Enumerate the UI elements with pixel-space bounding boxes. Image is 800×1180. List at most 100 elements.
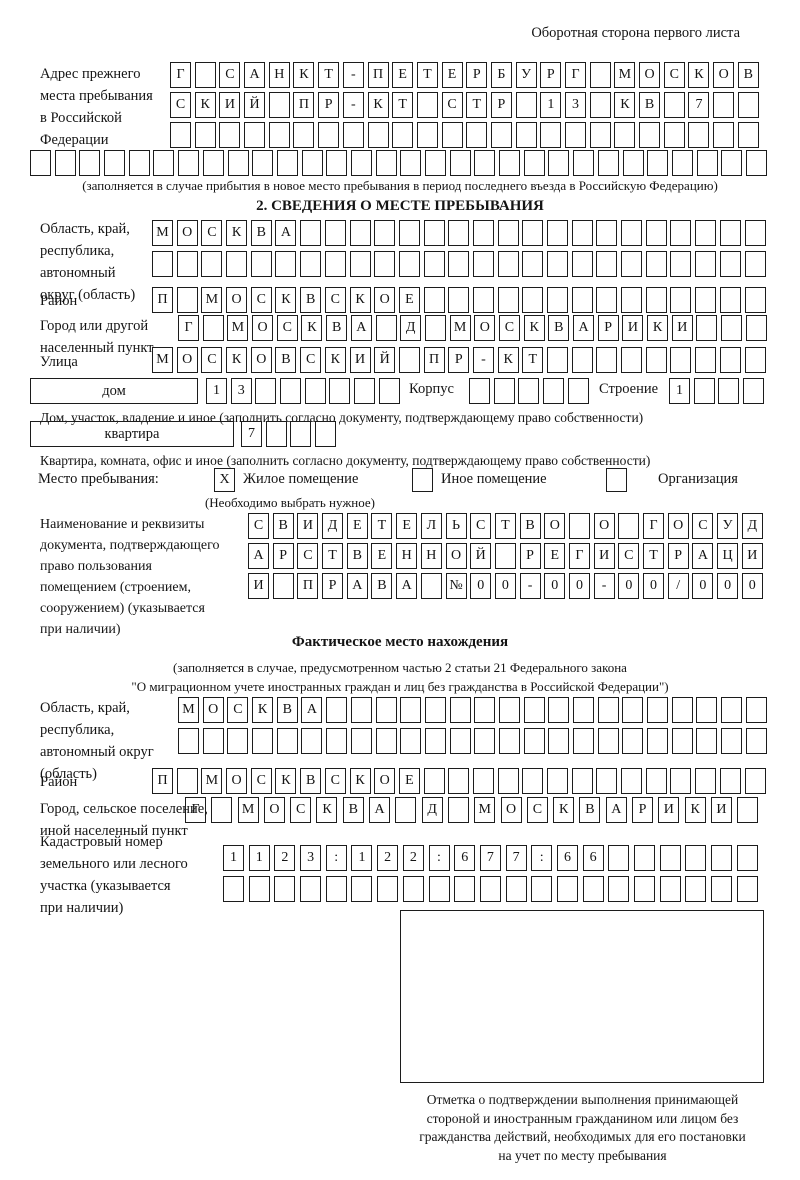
char-cell: 0 <box>692 573 714 599</box>
kvartira-cells: 7 <box>241 421 337 447</box>
char-cell <box>374 251 396 277</box>
char-cell: В <box>272 513 294 539</box>
char-cell: С <box>526 797 548 823</box>
char-cell: К <box>194 92 216 118</box>
section2-heading: 2. СВЕДЕНИЯ О МЕСТЕ ПРЕБЫВАНИЯ <box>256 198 544 214</box>
char-cell <box>301 728 323 754</box>
char-cell <box>350 697 372 723</box>
char-cell: К <box>614 92 636 118</box>
char-cell: У <box>515 62 537 88</box>
char-cell: К <box>349 287 371 313</box>
char-cell <box>441 122 463 148</box>
char-cell <box>104 150 126 176</box>
kvartira-note: Квартира, комната, офис и иное (заполнит… <box>40 453 651 468</box>
char-cell <box>695 347 717 373</box>
char-cell: Г <box>170 62 191 88</box>
char-cell: С <box>324 768 346 794</box>
char-cell: Й <box>470 543 492 569</box>
char-cell <box>318 122 340 148</box>
char-cell: А <box>573 315 594 341</box>
char-cell: П <box>293 92 315 118</box>
char-cell <box>589 122 611 148</box>
char-cell <box>304 378 326 404</box>
char-cell: Р <box>272 543 294 569</box>
char-cell: Т <box>416 62 438 88</box>
char-cell <box>670 347 692 373</box>
char-cell <box>349 251 371 277</box>
char-cell: К <box>688 62 710 88</box>
char-cell: Е <box>544 543 566 569</box>
char-cell: Г <box>178 315 199 341</box>
char-cell <box>324 220 346 246</box>
char-cell: О <box>252 315 274 341</box>
char-cell: О <box>226 768 248 794</box>
char-cell: В <box>371 573 393 599</box>
char-cell <box>571 251 593 277</box>
char-cell <box>547 251 568 277</box>
char-cell <box>378 378 400 404</box>
mesto-note: (Необходимо выбрать нужное) <box>204 495 376 510</box>
char-cell: В <box>326 315 348 341</box>
char-cell <box>597 728 619 754</box>
prev-address-row-3 <box>170 122 759 148</box>
char-cell: А <box>248 543 269 569</box>
char-cell: 1 <box>223 845 244 871</box>
char-cell: С <box>201 220 223 246</box>
char-cell <box>745 697 767 723</box>
char-cell <box>596 287 618 313</box>
char-cell <box>449 728 471 754</box>
char-cell <box>744 251 766 277</box>
char-cell <box>176 251 198 277</box>
char-cell: И <box>658 797 680 823</box>
char-cell <box>423 220 445 246</box>
char-cell <box>490 122 512 148</box>
char-cell: Г <box>565 62 586 88</box>
char-cell: С <box>297 543 319 569</box>
char-cell: В <box>639 92 661 118</box>
char-cell <box>223 876 244 902</box>
char-cell: А <box>350 315 372 341</box>
char-cell <box>497 768 519 794</box>
char-cell: С <box>170 92 191 118</box>
char-cell: Е <box>346 513 368 539</box>
char-cell <box>608 845 630 871</box>
char-cell <box>670 287 692 313</box>
kvartira-field-label: квартира <box>30 421 234 447</box>
char-cell <box>449 150 471 176</box>
char-cell <box>634 845 655 871</box>
char-cell: В <box>300 768 322 794</box>
corner-note: Оборотная сторона первого листа <box>531 25 740 41</box>
char-cell <box>178 728 199 754</box>
char-cell <box>671 728 693 754</box>
char-cell <box>547 287 568 313</box>
char-cell <box>301 150 323 176</box>
char-cell: П <box>152 287 173 313</box>
char-cell <box>448 251 470 277</box>
char-cell: П <box>367 62 389 88</box>
char-cell <box>493 378 515 404</box>
char-cell <box>374 220 396 246</box>
char-cell: К <box>275 768 297 794</box>
char-cell <box>219 122 241 148</box>
prev-address-label: Адрес прежнего места пребывания в Россий… <box>40 66 153 148</box>
char-cell <box>547 347 568 373</box>
factual-oblast-row-2 <box>178 728 767 754</box>
char-cell <box>128 150 150 176</box>
char-cell <box>685 876 707 902</box>
char-cell: Т <box>392 92 414 118</box>
char-cell <box>400 697 422 723</box>
char-cell <box>573 697 594 723</box>
char-cell: 0 <box>470 573 492 599</box>
char-cell <box>548 728 570 754</box>
char-cell: С <box>618 543 640 569</box>
char-cell: Ц <box>717 543 739 569</box>
char-cell: П <box>152 768 173 794</box>
char-cell: Г <box>643 513 664 539</box>
char-cell <box>447 797 469 823</box>
char-cell: В <box>737 62 759 88</box>
dom-field-label: дом <box>30 378 198 404</box>
char-cell: Р <box>490 92 512 118</box>
char-cell: С <box>250 768 272 794</box>
